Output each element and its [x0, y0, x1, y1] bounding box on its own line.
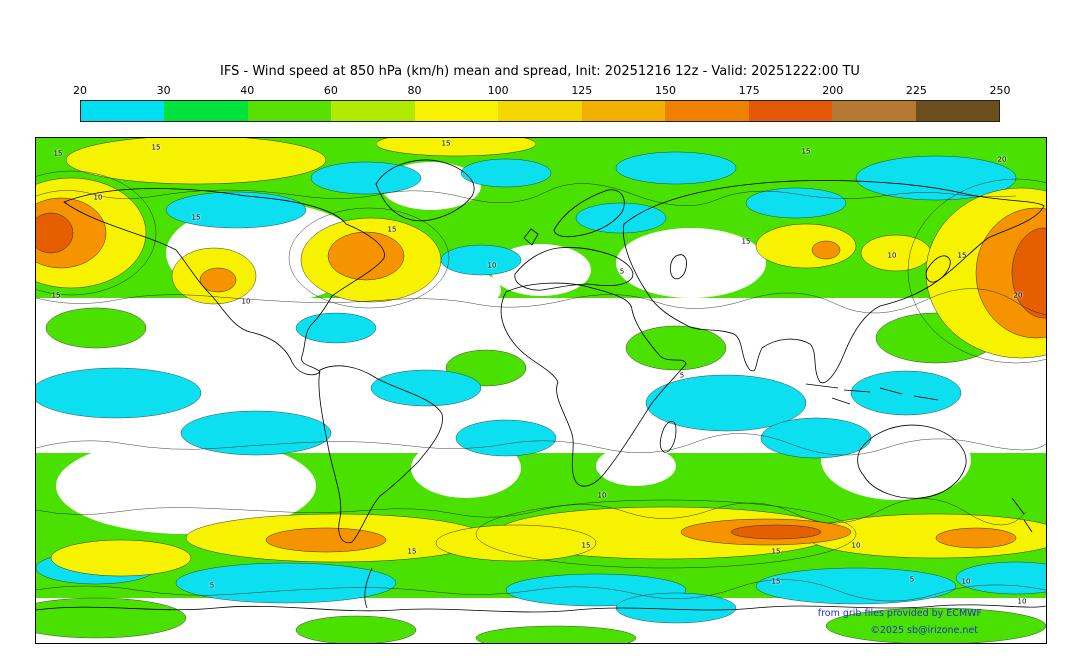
contour-value-label: 10: [887, 251, 897, 260]
contour-value-label: 20: [1013, 291, 1023, 300]
colorbar-segment: [331, 101, 415, 121]
colorbar-tick-label: 250: [989, 84, 1011, 97]
chart-title: IFS - Wind speed at 850 hPa (km/h) mean …: [220, 64, 860, 79]
colorbar-tick-label: 40: [240, 84, 255, 97]
contour-value-label: 10: [961, 577, 971, 586]
contour-value-label: 10: [241, 297, 251, 306]
contour-value-label: 15: [771, 547, 781, 556]
colorbar-tick-label: 175: [738, 84, 760, 97]
colorbar-segment: [414, 101, 499, 121]
contour-value-label: 15: [801, 147, 811, 156]
contour-value-label: 15: [771, 577, 781, 586]
world-wind-map: [36, 138, 1046, 643]
colorbar-segment: [81, 101, 165, 121]
contour-value-label: 15: [741, 237, 751, 246]
spread-contour-lines: [36, 170, 1046, 602]
attribution-copyright: ©2025 sb@irizone.net: [870, 625, 978, 636]
wind-fill-green: [36, 307, 1046, 643]
colorbar-tick-label: 80: [407, 84, 422, 97]
colorbar-segment: [247, 101, 332, 121]
colorbar-segment: [498, 101, 582, 121]
colorbar-tick-label: 150: [654, 84, 676, 97]
contour-value-label: 5: [909, 575, 915, 584]
attribution-source: from grib files provided by ECMWF: [817, 608, 982, 619]
colorbar-tick-label: 60: [323, 84, 338, 97]
colorbar-segments: [80, 100, 1000, 122]
colorbar-tick-label: 20: [73, 84, 87, 97]
colorbar-segment: [665, 101, 749, 121]
contour-value-label: 15: [151, 143, 161, 152]
colorbar-segment: [748, 101, 833, 121]
contour-value-label: 15: [957, 251, 967, 260]
contour-value-label: 15: [53, 149, 63, 158]
contour-value-label: 5: [209, 581, 215, 590]
coastlines: [36, 159, 1046, 613]
colorbar-tick-label: 125: [571, 84, 593, 97]
colorbar-ticks: 20 30 40 60 80 100 125 150 175 200 225 250: [73, 84, 1011, 97]
contour-value-label: 10: [851, 541, 861, 550]
colorbar-segment: [581, 101, 666, 121]
colorbar-segment: [915, 101, 999, 121]
wind-fill-deep-orange: [36, 212, 1046, 540]
contour-value-label: 15: [441, 139, 451, 148]
contour-value-label: 10: [597, 491, 607, 500]
colorbar-tick-label: 200: [822, 84, 844, 97]
world-map-panel: 15 15 15 15 20 10 15 15 15 10 15 20 15 10 10 5 5 10 15 15 15…: [35, 137, 1047, 644]
colorbar-tick-label: 30: [156, 84, 171, 97]
colorbar-segment: [832, 101, 916, 121]
colorbar-segment: [164, 101, 248, 121]
colorbar-tick-label: 225: [905, 84, 927, 97]
contour-value-label: 10: [1017, 597, 1027, 606]
colorbar-tick-label: 100: [487, 84, 509, 97]
contour-value-label: 20: [997, 155, 1007, 164]
wind-fill-cyan: [36, 151, 1046, 624]
contour-value-label: 15: [191, 213, 201, 222]
contour-value-label: 15: [51, 291, 61, 300]
contour-value-label: 15: [407, 547, 417, 556]
colorbar: 20 30 40 60 80 100 125 150 175 200 225 250: [73, 84, 1011, 122]
contour-value-label: 15: [387, 225, 397, 234]
contour-value-label: 10: [93, 193, 103, 202]
contour-value-label: 5: [679, 371, 685, 380]
contour-value-label: 15: [581, 541, 591, 550]
contour-value-label: 10: [487, 261, 497, 270]
contour-value-label: 5: [619, 267, 625, 276]
